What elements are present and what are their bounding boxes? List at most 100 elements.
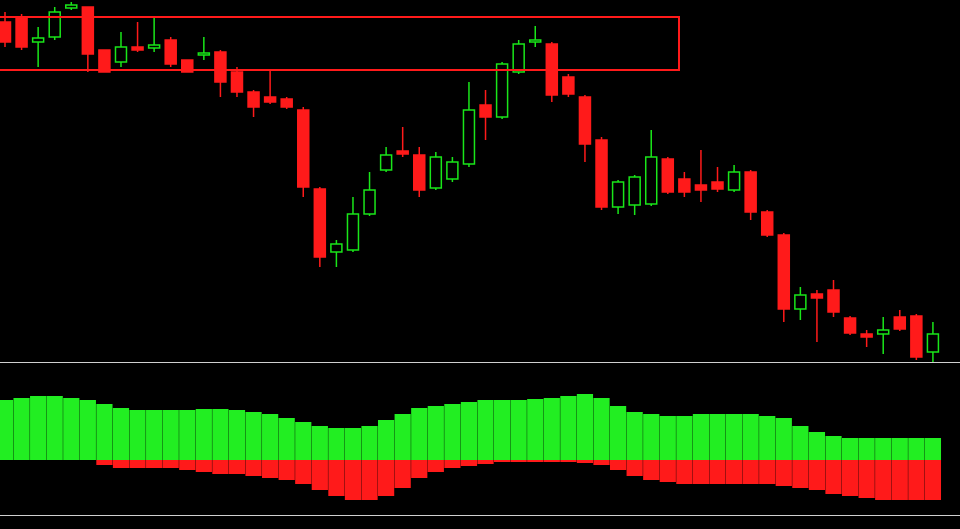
candle-body bbox=[230, 71, 244, 93]
histogram-bar bbox=[30, 396, 47, 460]
histogram-bar bbox=[344, 460, 362, 500]
histogram-bar bbox=[775, 460, 792, 486]
histogram-bar bbox=[924, 438, 942, 460]
highlight-box bbox=[0, 16, 680, 71]
candle-body bbox=[843, 317, 857, 334]
histogram-bar bbox=[609, 460, 627, 470]
histogram-bar bbox=[311, 426, 328, 460]
histogram-bar bbox=[494, 460, 511, 462]
histogram-bar bbox=[560, 460, 577, 462]
candle-body bbox=[827, 289, 840, 313]
candle-body bbox=[164, 39, 177, 65]
histogram-bar bbox=[378, 420, 395, 460]
candle-body bbox=[628, 176, 641, 206]
histogram-bar bbox=[527, 399, 544, 460]
candle-body bbox=[611, 181, 625, 208]
candle-body bbox=[910, 315, 923, 358]
candle-body bbox=[114, 46, 128, 63]
histogram-bar bbox=[146, 410, 163, 460]
histogram-bar bbox=[96, 404, 113, 460]
histogram-bar bbox=[576, 460, 594, 463]
histogram-bar bbox=[460, 402, 478, 460]
candle-body bbox=[98, 49, 111, 73]
candle-body bbox=[595, 139, 608, 208]
histogram-bar bbox=[112, 408, 130, 460]
histogram-bar bbox=[162, 460, 179, 468]
histogram-bar bbox=[709, 414, 726, 460]
histogram-bar bbox=[195, 460, 212, 472]
histogram-bar bbox=[841, 460, 859, 496]
candle-body bbox=[694, 184, 708, 191]
candle-body bbox=[147, 44, 161, 49]
indicator-panel bbox=[0, 394, 942, 500]
histogram-bar bbox=[245, 460, 262, 476]
histogram-bar bbox=[129, 410, 146, 460]
histogram-bar bbox=[792, 426, 809, 460]
candle-body bbox=[727, 171, 741, 191]
histogram-bar bbox=[725, 460, 743, 484]
candle-body bbox=[462, 109, 476, 165]
candle-body bbox=[0, 21, 12, 43]
histogram-bar bbox=[643, 460, 660, 480]
histogram-bar bbox=[212, 460, 229, 474]
candle-body bbox=[794, 294, 807, 310]
histogram-bar bbox=[179, 460, 196, 470]
candle-body bbox=[81, 6, 95, 55]
histogram-bar bbox=[643, 414, 660, 460]
histogram-bar bbox=[162, 410, 179, 460]
histogram-bar bbox=[394, 460, 411, 488]
candle-body bbox=[893, 316, 907, 330]
histogram-bar bbox=[179, 410, 196, 460]
histogram-bar bbox=[262, 414, 279, 460]
histogram-bar bbox=[96, 460, 113, 465]
candle-body bbox=[562, 76, 575, 95]
candle-body bbox=[346, 213, 360, 251]
candle-body bbox=[479, 104, 492, 118]
histogram-bar bbox=[146, 460, 163, 468]
histogram-bar bbox=[908, 438, 925, 460]
histogram-bar bbox=[295, 422, 312, 460]
histogram-bar bbox=[676, 416, 693, 460]
histogram-bar bbox=[825, 436, 842, 460]
histogram-bar bbox=[344, 428, 362, 460]
histogram-bar bbox=[328, 460, 345, 496]
histogram-bar bbox=[394, 414, 411, 460]
histogram-bar bbox=[759, 460, 776, 484]
histogram-bar bbox=[477, 400, 494, 460]
histogram-bar bbox=[692, 460, 710, 484]
histogram-bar bbox=[228, 460, 246, 474]
histogram-bar bbox=[908, 460, 925, 500]
histogram-bar bbox=[411, 408, 428, 460]
candle-body bbox=[197, 52, 211, 56]
histogram-bar bbox=[609, 406, 627, 460]
histogram-bar bbox=[212, 409, 229, 460]
candle-body bbox=[181, 59, 194, 73]
histogram-bar bbox=[411, 460, 428, 478]
histogram-bar bbox=[0, 400, 14, 460]
candle-body bbox=[280, 98, 293, 108]
histogram-bar bbox=[427, 460, 444, 472]
histogram-bar bbox=[195, 409, 212, 460]
histogram-bar bbox=[676, 460, 693, 484]
histogram-bar bbox=[626, 412, 643, 460]
histogram-bar bbox=[626, 460, 643, 476]
candle-body bbox=[876, 329, 890, 335]
histogram-bar bbox=[543, 460, 560, 462]
candle-body bbox=[678, 178, 691, 193]
histogram-bar bbox=[361, 426, 378, 460]
candle-body bbox=[578, 96, 592, 145]
histogram-bar bbox=[692, 414, 710, 460]
histogram-bar bbox=[46, 396, 63, 460]
histogram-bar bbox=[841, 438, 859, 460]
histogram-bar bbox=[725, 414, 743, 460]
candle-body bbox=[214, 51, 227, 83]
candle-body bbox=[396, 150, 409, 155]
histogram-bar bbox=[444, 404, 461, 460]
histogram-bar bbox=[477, 460, 494, 464]
histogram-bar bbox=[858, 438, 875, 460]
candle-body bbox=[661, 158, 675, 193]
histogram-bar bbox=[79, 400, 96, 460]
candle-body bbox=[31, 37, 45, 43]
candle-body bbox=[313, 188, 327, 258]
histogram-bar bbox=[891, 438, 908, 460]
